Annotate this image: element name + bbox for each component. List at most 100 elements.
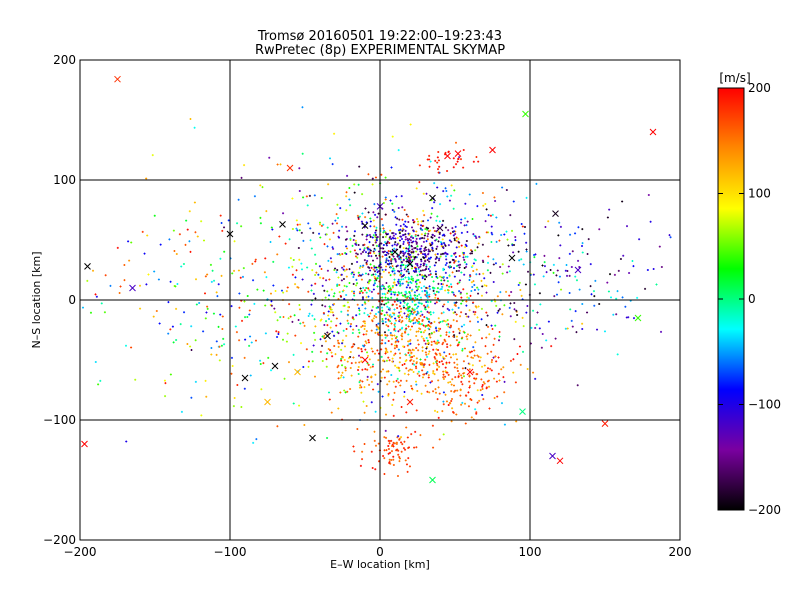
- data-point-2521: [357, 328, 360, 331]
- data-point-1480: [352, 356, 355, 359]
- data-point-2093: [556, 269, 559, 272]
- data-point-470: [485, 231, 488, 234]
- data-point-1605: [413, 316, 416, 319]
- data-point-2575: [426, 296, 429, 299]
- data-point-1722: [399, 314, 402, 317]
- data-point-86: [428, 288, 431, 291]
- data-point-700: [353, 183, 356, 186]
- data-point-2454: [244, 316, 247, 319]
- data-point-2647: [389, 313, 392, 316]
- data-point-349: [425, 275, 428, 278]
- data-point-676: [422, 224, 425, 227]
- data-point-798: [272, 284, 275, 287]
- data-point-41: [477, 288, 480, 291]
- data-point-2523: [278, 235, 281, 238]
- data-point-799: [365, 263, 368, 266]
- data-point-2098: [570, 265, 573, 268]
- data-point-2630: [383, 314, 386, 317]
- data-point-334: [500, 402, 503, 405]
- data-point-2012: [589, 263, 592, 266]
- data-point-2562: [217, 325, 220, 328]
- data-point-366: [355, 325, 358, 328]
- data-point-1043: [348, 268, 351, 271]
- data-point-131: [436, 186, 439, 189]
- data-point-2687: [460, 271, 463, 274]
- chart-title: Tromsø 20160501 19:22:00–19:23:43: [257, 29, 502, 44]
- data-point-2700: [431, 275, 434, 278]
- data-point-885: [291, 273, 294, 276]
- data-point-2460: [190, 325, 193, 328]
- data-point-842: [423, 278, 426, 281]
- data-point-2475: [372, 363, 375, 366]
- data-point-1028: [407, 252, 410, 255]
- data-point-1920: [442, 378, 445, 381]
- data-point-2082: [559, 225, 562, 228]
- data-point-2541: [146, 234, 149, 237]
- data-point-2036: [576, 384, 579, 387]
- data-point-2167: [438, 259, 441, 262]
- data-point-1160: [422, 264, 425, 267]
- data-point-1699: [428, 325, 431, 328]
- data-point-941: [390, 238, 393, 241]
- cross-point-9: [429, 476, 436, 484]
- data-point-1199: [394, 233, 397, 236]
- data-point-2137: [615, 297, 618, 300]
- data-point-2359: [358, 313, 361, 316]
- data-point-178: [455, 141, 458, 144]
- data-point-29: [459, 315, 462, 318]
- data-point-1289: [447, 325, 450, 328]
- data-point-1012: [416, 248, 419, 251]
- data-point-822: [404, 220, 407, 223]
- data-point-78: [326, 331, 329, 334]
- data-point-2180: [483, 277, 486, 280]
- data-point-1234: [431, 233, 434, 236]
- colorbar-tick-label-3: 100: [748, 187, 771, 201]
- data-point-2282: [198, 301, 201, 304]
- data-point-2178: [453, 267, 456, 270]
- data-point-631: [417, 285, 420, 288]
- data-point-2227: [123, 279, 126, 282]
- data-point-628: [365, 235, 368, 238]
- data-point-1132: [369, 269, 372, 272]
- data-point-908: [395, 265, 398, 268]
- data-point-160: [390, 166, 393, 169]
- data-point-1595: [429, 322, 432, 325]
- data-point-2189: [412, 230, 415, 233]
- data-point-1988: [490, 324, 493, 327]
- data-point-1149: [375, 239, 378, 242]
- data-point-1745: [460, 296, 463, 299]
- data-point-2471: [236, 222, 239, 225]
- data-point-2287: [125, 344, 128, 347]
- data-point-1402: [367, 341, 370, 344]
- data-point-1705: [401, 335, 404, 338]
- data-point-1185: [418, 237, 421, 240]
- data-point-1575: [405, 411, 408, 414]
- data-point-653: [305, 348, 308, 351]
- data-point-547: [519, 289, 522, 292]
- data-point-2561: [330, 308, 333, 311]
- data-point-989: [368, 248, 371, 251]
- data-point-1789: [402, 447, 405, 450]
- data-point-1040: [400, 235, 403, 238]
- data-point-986: [392, 232, 395, 235]
- data-point-1815: [385, 436, 388, 439]
- data-point-620: [498, 308, 501, 311]
- data-point-494: [427, 327, 430, 330]
- data-point-2439: [274, 290, 277, 293]
- data-point-2357: [210, 346, 213, 349]
- data-point-1797: [401, 443, 404, 446]
- data-point-1547: [443, 338, 446, 341]
- data-point-1093: [404, 225, 407, 228]
- data-point-413: [468, 309, 471, 312]
- data-point-1112: [434, 273, 437, 276]
- data-point-1459: [437, 327, 440, 330]
- data-point-2251: [415, 267, 418, 270]
- data-point-2664: [377, 322, 380, 325]
- data-point-2663: [362, 345, 365, 348]
- data-point-791: [384, 241, 387, 244]
- data-point-377: [346, 230, 349, 233]
- data-point-981: [398, 239, 401, 242]
- data-point-1219: [401, 234, 404, 237]
- data-point-2374: [246, 316, 249, 319]
- data-point-2181: [574, 275, 577, 278]
